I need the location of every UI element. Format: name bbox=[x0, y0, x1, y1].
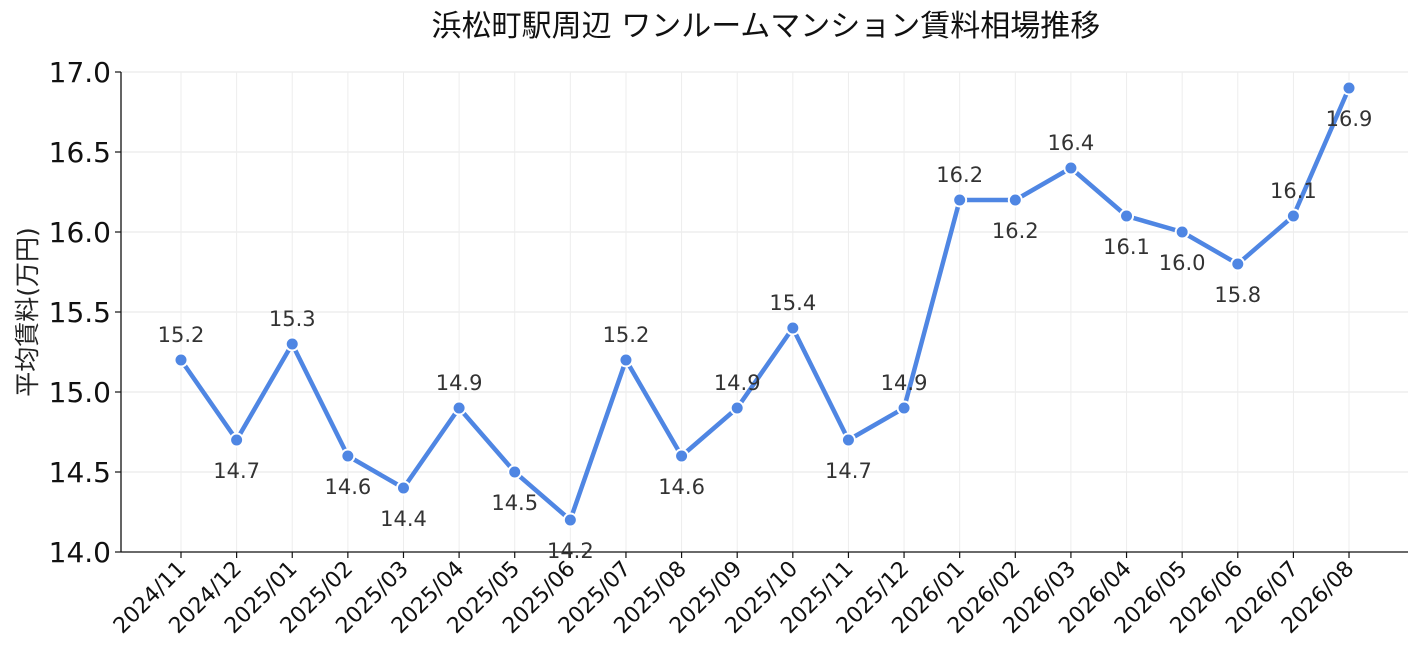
y-tick-label: 14.5 bbox=[49, 456, 111, 489]
data-label: 14.5 bbox=[491, 491, 538, 515]
data-label: 14.9 bbox=[714, 371, 761, 395]
axes bbox=[115, 71, 1408, 558]
data-point bbox=[1063, 160, 1079, 176]
data-label: 15.4 bbox=[769, 291, 816, 315]
data-label: 14.6 bbox=[324, 475, 371, 499]
data-point bbox=[952, 192, 968, 208]
data-point bbox=[451, 400, 467, 416]
data-label: 16.4 bbox=[1048, 131, 1095, 155]
y-tick-label: 15.5 bbox=[49, 296, 111, 329]
chart-title: 浜松町駅周辺 ワンルームマンション賃料相場推移 bbox=[432, 9, 1101, 44]
data-label: 14.9 bbox=[436, 371, 483, 395]
data-point bbox=[395, 480, 411, 496]
y-tick-label: 14.0 bbox=[49, 536, 111, 569]
data-label: 15.2 bbox=[158, 323, 205, 347]
data-point bbox=[284, 336, 300, 352]
data-label: 14.7 bbox=[825, 459, 872, 483]
data-label: 16.2 bbox=[936, 163, 983, 187]
data-point bbox=[1285, 208, 1301, 224]
data-point bbox=[896, 400, 912, 416]
data-label: 14.4 bbox=[380, 507, 427, 531]
data-point bbox=[1007, 192, 1023, 208]
y-tick-label: 16.0 bbox=[49, 216, 111, 249]
data-label: 14.6 bbox=[658, 475, 705, 499]
data-point bbox=[729, 400, 745, 416]
y-tick-label: 16.5 bbox=[49, 136, 111, 169]
data-label: 14.7 bbox=[213, 459, 260, 483]
data-point bbox=[507, 464, 523, 480]
data-point bbox=[618, 352, 634, 368]
data-label: 16.9 bbox=[1326, 107, 1373, 131]
data-point bbox=[674, 448, 690, 464]
data-point bbox=[229, 432, 245, 448]
data-labels: 15.2 14.7 15.3 14.6 14.4 14.9 14.5 14.2 15.2 14.6… bbox=[158, 107, 1373, 563]
data-label: 16.0 bbox=[1159, 251, 1206, 275]
data-label: 16.1 bbox=[1103, 235, 1150, 259]
data-point bbox=[840, 432, 856, 448]
data-point bbox=[1341, 80, 1357, 96]
data-label: 15.2 bbox=[603, 323, 650, 347]
y-tick-label: 17.0 bbox=[49, 56, 111, 89]
data-point bbox=[173, 352, 189, 368]
series-line bbox=[178, 85, 1352, 523]
data-label: 15.3 bbox=[269, 307, 316, 331]
data-point bbox=[785, 320, 801, 336]
data-point bbox=[1119, 208, 1135, 224]
data-point bbox=[1230, 256, 1246, 272]
y-axis-label: 平均賃料(万円) bbox=[13, 227, 42, 397]
data-points bbox=[173, 80, 1357, 528]
series-line-group bbox=[178, 85, 1352, 523]
data-label: 15.8 bbox=[1214, 283, 1261, 307]
data-label: 14.9 bbox=[881, 371, 928, 395]
data-label: 16.1 bbox=[1270, 179, 1317, 203]
data-label: 16.2 bbox=[992, 219, 1039, 243]
x-tick-labels: 2024/112024/122025/012025/022025/032025/… bbox=[109, 557, 1359, 639]
data-point bbox=[562, 512, 578, 528]
data-point bbox=[1174, 224, 1190, 240]
data-label: 14.2 bbox=[547, 539, 594, 563]
data-point bbox=[340, 448, 356, 464]
y-tick-label: 15.0 bbox=[49, 376, 111, 409]
y-tick-labels: 14.0 14.5 15.0 15.5 16.0 16.5 17.0 bbox=[49, 56, 111, 569]
